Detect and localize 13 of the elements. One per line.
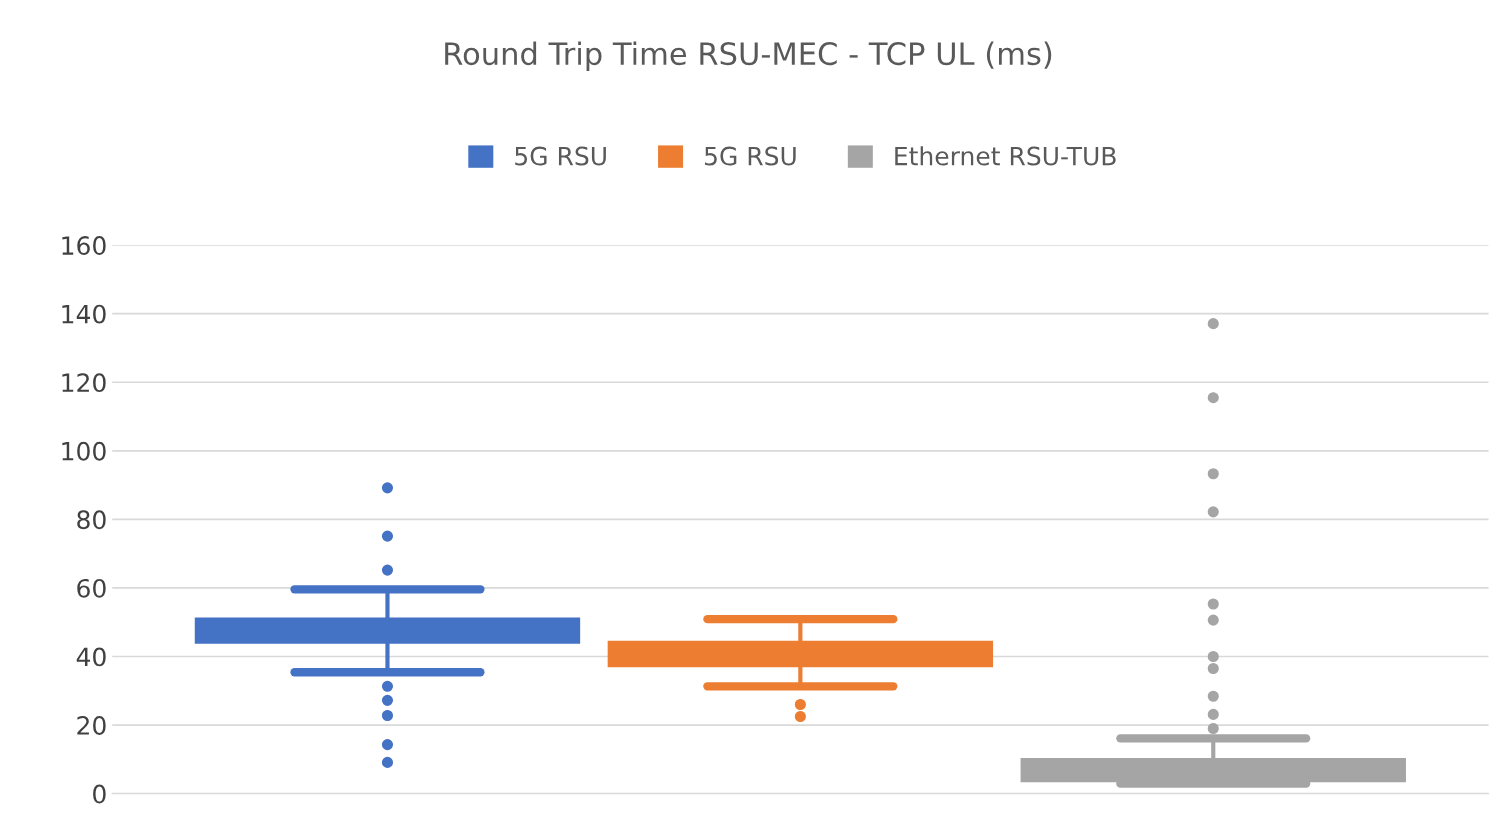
y-tick-label: 40 [76, 647, 106, 667]
y-tick-label: 140 [62, 304, 106, 324]
y-tick-label: 80 [77, 510, 106, 530]
y-tick-label: 60 [77, 578, 106, 598]
legend-label: 5G RSU [704, 146, 796, 166]
y-tick-label: 0 [93, 784, 106, 804]
y-tick-label: 20 [77, 715, 106, 735]
y-tick-label: 100 [62, 441, 106, 461]
y-tick-label: 160 [62, 236, 106, 255]
y-tick-label: 120 [62, 373, 106, 393]
legend-label: Ethernet RSU-TUB [895, 146, 1116, 166]
chart-title: Round Trip Time RSU-MEC - TCP UL (ms) [445, 41, 1052, 72]
legend-label: 5G RSU [515, 146, 606, 166]
